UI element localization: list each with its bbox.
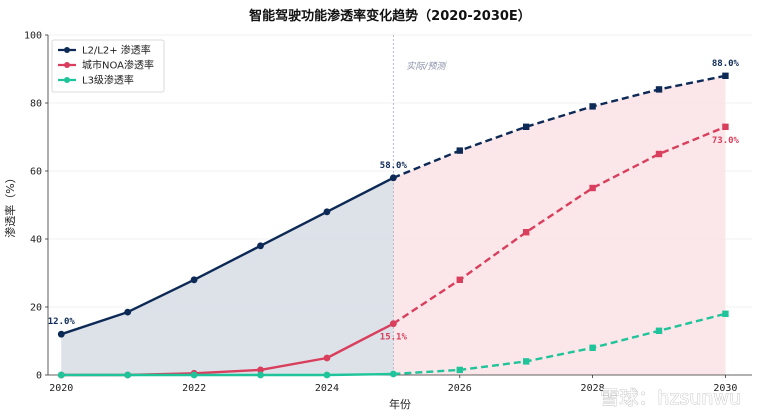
- series-lines: [60, 74, 726, 377]
- x-tick-label: 2028: [581, 383, 605, 394]
- forecast-area-fill: [393, 75, 726, 376]
- data-point: [589, 184, 596, 192]
- data-point: [124, 371, 132, 379]
- legend-marker: [64, 47, 70, 53]
- x-tick-label: 2024: [315, 383, 339, 394]
- data-point: [257, 371, 264, 379]
- series-markers: [57, 72, 729, 379]
- data-label: 88.0%: [712, 59, 740, 69]
- data-point: [323, 354, 331, 362]
- x-tick-label: 2026: [448, 383, 472, 394]
- y-tick-label: 40: [30, 235, 42, 246]
- y-tick-label: 20: [30, 303, 42, 314]
- y-tick-label: 100: [24, 31, 42, 42]
- data-point: [722, 310, 729, 317]
- data-point: [589, 103, 596, 110]
- y-axis-label: 渗透率（%）: [3, 172, 17, 237]
- data-point: [722, 72, 729, 79]
- series-line-actual: [61, 372, 394, 377]
- series-line-forecast: [392, 125, 726, 325]
- data-point: [190, 371, 198, 379]
- legend-entry: L2/L2+ 渗透率: [82, 44, 151, 57]
- series-line-forecast: [392, 74, 726, 179]
- data-point: [323, 208, 331, 216]
- legend-marker: [64, 62, 70, 68]
- legend-entry: L3级渗透率: [82, 74, 134, 87]
- legend-marker: [64, 77, 70, 83]
- data-point: [389, 174, 397, 182]
- data-point: [456, 147, 463, 154]
- data-point: [57, 371, 65, 379]
- data-labels: 12.0% 58.0% 88.0% 15.1% 73.0%: [48, 59, 740, 343]
- data-point: [522, 123, 530, 130]
- data-point: [124, 308, 132, 316]
- forecast-divider: 实际/预测: [392, 35, 447, 375]
- data-point: [323, 371, 331, 379]
- data-point: [722, 123, 729, 130]
- x-axis-label: 年份: [389, 397, 411, 411]
- legend-entry: 城市NOA渗透率: [82, 59, 154, 72]
- divider-label: 实际/预测: [406, 61, 447, 72]
- y-tick-label: 60: [30, 167, 42, 178]
- x-tick-label: 2030: [713, 383, 737, 394]
- data-point: [389, 320, 397, 328]
- data-point: [655, 327, 663, 334]
- data-point: [57, 330, 65, 338]
- legend-box: [51, 39, 165, 93]
- data-point: [655, 86, 663, 93]
- y-tick-label: 80: [30, 99, 42, 110]
- data-label: 58.0%: [380, 161, 408, 171]
- data-point: [655, 150, 663, 158]
- data-point: [257, 366, 264, 374]
- data-point: [190, 276, 198, 284]
- data-label: 73.0%: [712, 136, 740, 146]
- data-point: [389, 370, 397, 378]
- y-tick-label: 0: [36, 371, 42, 382]
- data-point: [456, 276, 463, 283]
- data-point: [522, 229, 530, 236]
- x-tick-label: 2022: [182, 383, 206, 394]
- data-point: [456, 366, 463, 374]
- data-point: [257, 242, 264, 250]
- data-label: 12.0%: [48, 317, 76, 327]
- data-point: [522, 358, 530, 365]
- watermark: 雪球：hzsunwu: [600, 387, 741, 409]
- x-tick-label: 2020: [49, 383, 73, 394]
- series-line-forecast: [393, 312, 726, 376]
- chart-title: 智能驾驶功能渗透率变化趋势（2020-2030E）: [249, 8, 531, 24]
- data-label: 15.1%: [380, 333, 408, 343]
- data-point: [589, 344, 596, 351]
- actual-area-fill: [61, 177, 394, 375]
- area-fills: [61, 75, 726, 376]
- series-line-actual: [60, 176, 394, 336]
